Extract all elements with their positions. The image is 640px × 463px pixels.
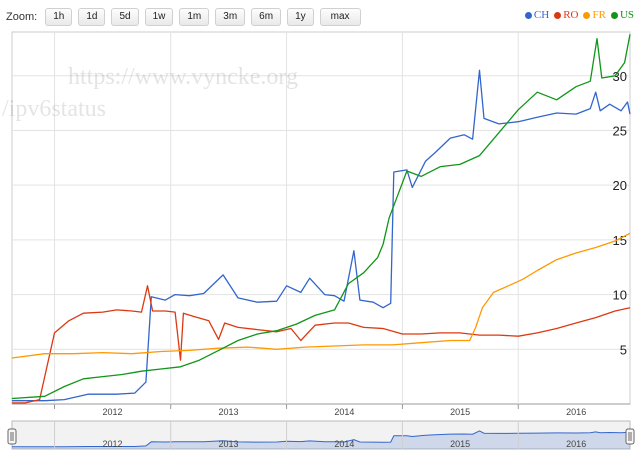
legend-label-ro: RO: [563, 9, 579, 21]
navigator-left-handle[interactable]: [7, 428, 17, 445]
navigator-tick-label: 2014: [334, 439, 354, 449]
legend-dot-icon: [524, 11, 532, 19]
zoom-1w-button[interactable]: 1w: [144, 8, 174, 26]
x-tick-label: 2015: [450, 407, 470, 417]
zoom-toolbar: Zoom: 1h 1d 5d 1w 1m 3m 6m 1y max: [6, 8, 361, 26]
legend-label-ch: CH: [533, 9, 550, 21]
y-tick-label: 10: [613, 288, 627, 303]
legend-label-us: US: [619, 9, 634, 21]
y-tick-label: 30: [613, 69, 627, 84]
x-tick-label: 2013: [218, 407, 238, 417]
zoom-3m-button[interactable]: 3m: [215, 8, 246, 26]
legend-item-us[interactable]: US: [610, 9, 634, 21]
y-tick-label: 20: [613, 178, 627, 193]
legend-item-ro[interactable]: RO: [554, 9, 578, 21]
navigator-series-line: [12, 430, 631, 448]
series-line-ro: [12, 285, 631, 404]
zoom-1m-button[interactable]: 1m: [179, 8, 210, 26]
x-tick-label: 2014: [334, 407, 354, 417]
navigator-fill: [12, 430, 630, 449]
zoom-max-button[interactable]: max: [319, 8, 361, 26]
navigator-tick-label: 2013: [218, 439, 238, 449]
plot-area: [11, 31, 631, 405]
y-tick-label: 15: [613, 233, 627, 248]
navigator-tick-label: 2015: [450, 439, 470, 449]
legend-item-ch[interactable]: CH: [524, 9, 550, 21]
zoom-6m-button[interactable]: 6m: [251, 8, 282, 26]
series-lines: [11, 34, 631, 404]
y-tick-label: 25: [613, 123, 627, 138]
zoom-1d-button[interactable]: 1d: [78, 8, 106, 26]
zoom-5d-button[interactable]: 5d: [111, 8, 139, 26]
series-line-fr: [11, 232, 631, 359]
legend-dot-icon: [554, 11, 562, 19]
legend-item-fr[interactable]: FR: [583, 9, 606, 21]
zoom-1h-button[interactable]: 1h: [45, 8, 73, 26]
legend-dot-icon: [583, 11, 591, 19]
chart-grid: [11, 31, 631, 409]
series-line-ch: [12, 69, 631, 402]
range-navigator: 2012 2013 2014 2015 2016: [7, 420, 635, 450]
legend-label-fr: FR: [592, 9, 606, 21]
navigator-right-handle[interactable]: [625, 428, 635, 445]
x-tick-label: 2012: [102, 407, 122, 417]
legend-dot-icon: [610, 11, 618, 19]
zoom-label: Zoom:: [6, 11, 38, 23]
y-tick-label: 5: [620, 342, 627, 357]
navigator-tick-label: 2012: [102, 439, 122, 449]
x-axis-labels: 2012 2013 2014 2015 2016: [102, 407, 586, 417]
chart-legend: CH RO FR US: [524, 9, 634, 21]
zoom-1y-button[interactable]: 1y: [287, 8, 314, 26]
series-line-us: [11, 34, 631, 400]
x-tick-label: 2016: [566, 407, 586, 417]
navigator-tick-label: 2016: [566, 439, 586, 449]
